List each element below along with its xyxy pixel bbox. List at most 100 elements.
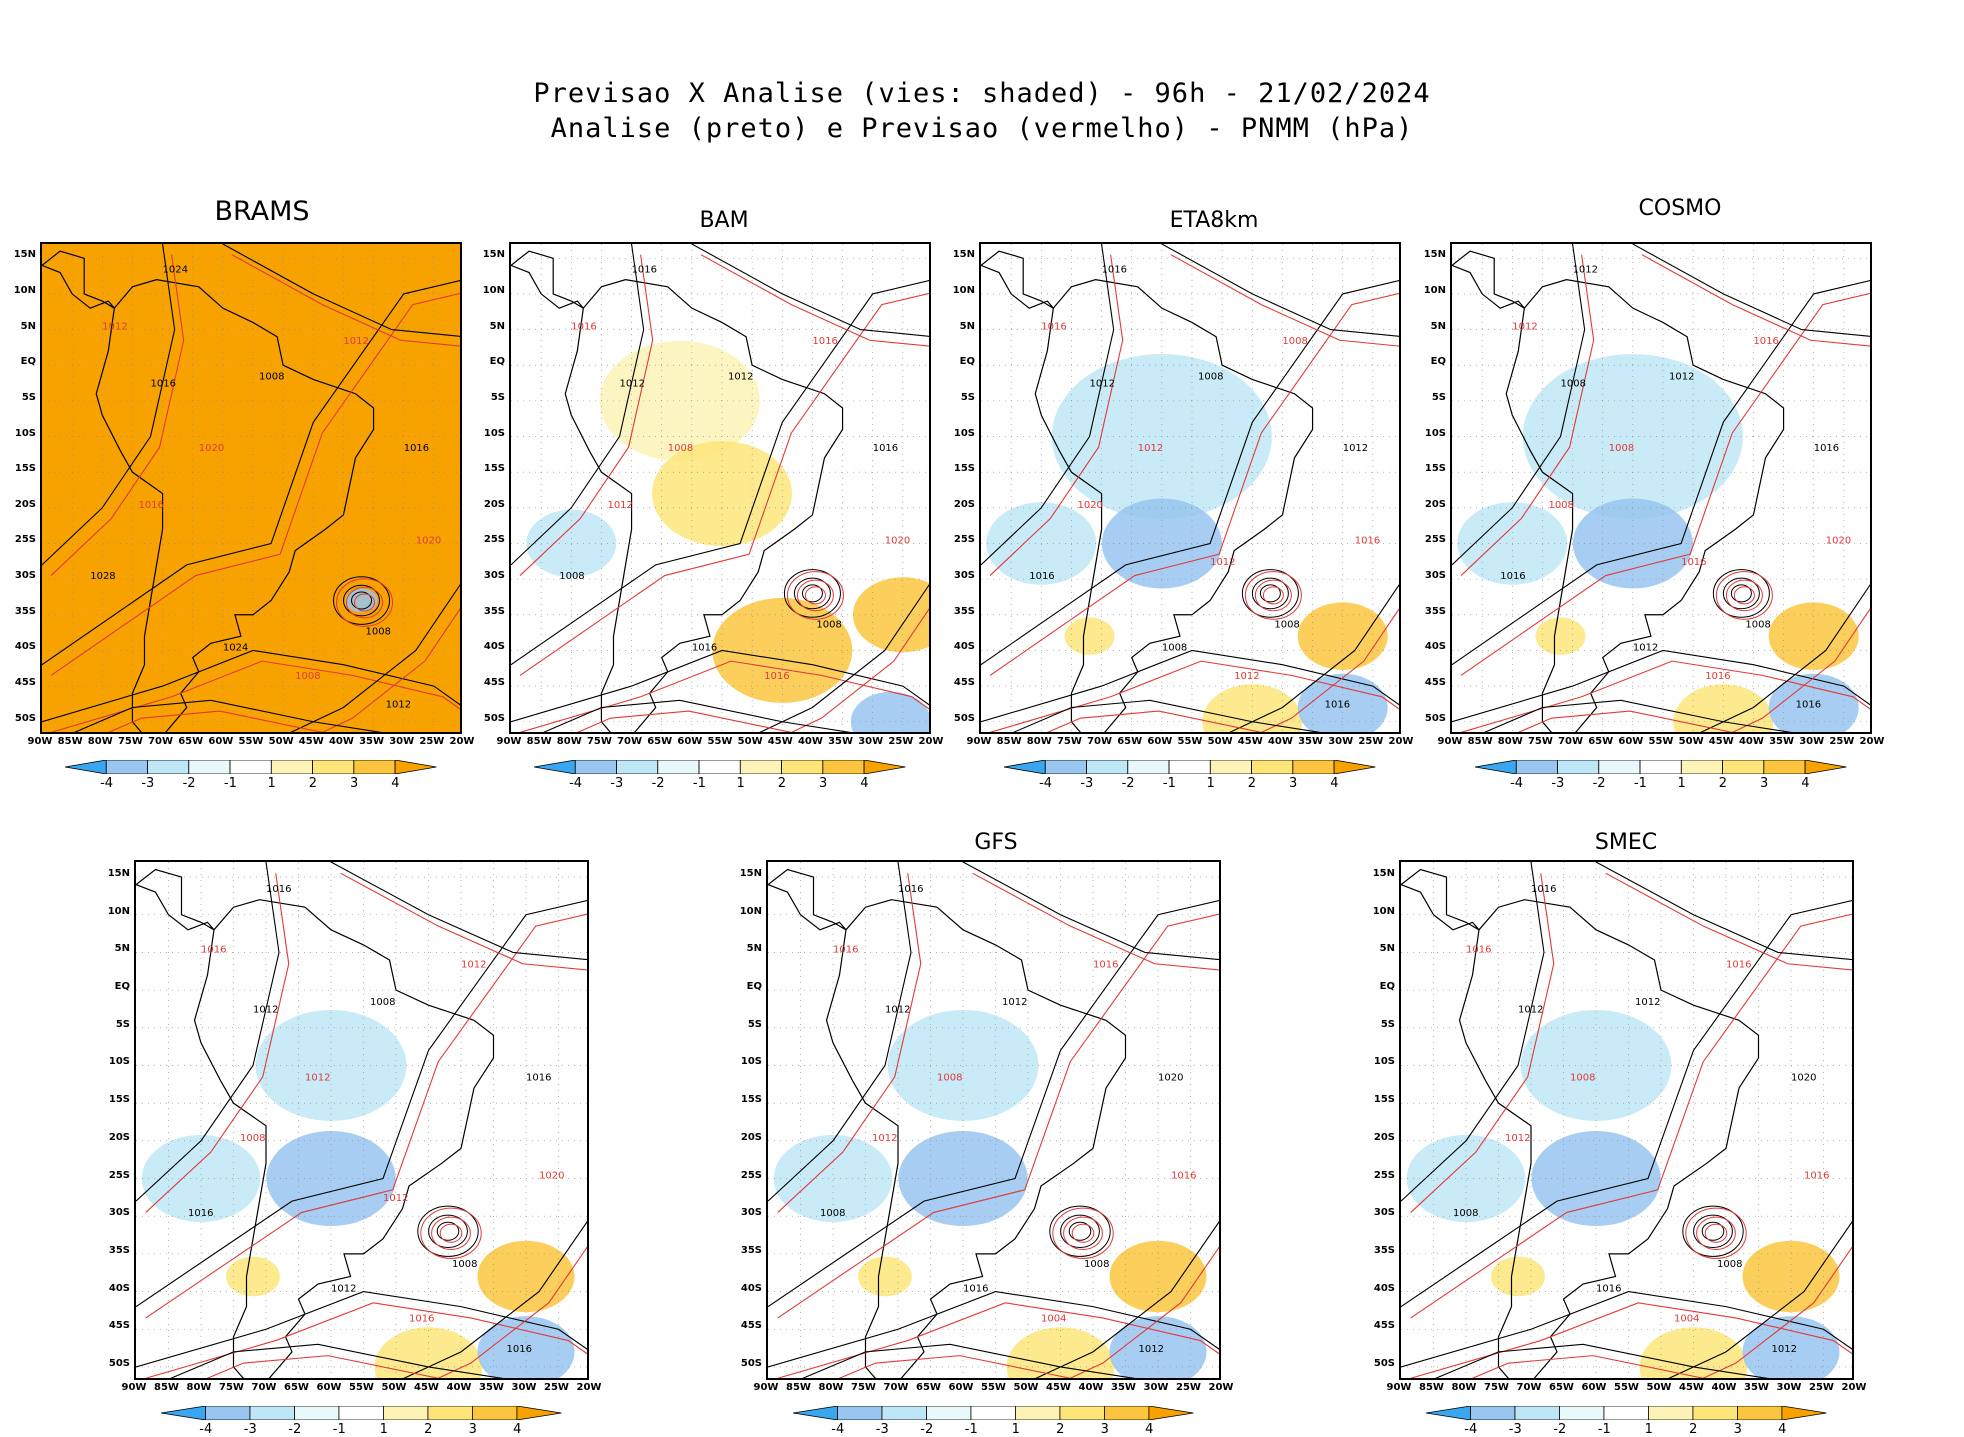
lat-tick-label: 5N	[959, 320, 975, 332]
colorbar-swatch	[616, 760, 659, 774]
colorbar-swatch	[1148, 1406, 1194, 1420]
low-ring	[1262, 586, 1284, 605]
contour-label: 1012	[305, 1073, 330, 1084]
colorbar-swatch	[1210, 760, 1253, 774]
lat-tick-label: 20S	[14, 498, 36, 510]
contour-label: 1016	[266, 884, 291, 895]
lon-tick-label: 30W	[1776, 1382, 1802, 1393]
bias-blob	[898, 1130, 1028, 1227]
bias-blob	[1531, 1130, 1661, 1227]
contour-label: 1004	[1674, 1314, 1699, 1325]
lon-tick-label: 65W	[178, 736, 204, 747]
contour-label: 1016	[764, 671, 789, 682]
lat-tick-label: 25S	[953, 534, 975, 546]
lat-tick-label: 10S	[1424, 427, 1446, 439]
lon-tick-label: 65W	[1117, 736, 1143, 747]
lat-tick-label: 10N	[952, 284, 975, 296]
low-ring	[1725, 579, 1763, 612]
analysis-isobar	[981, 244, 1115, 566]
contour-label: 1016	[1355, 535, 1380, 546]
forecast-isobar	[1170, 254, 1399, 347]
lon-tick-label: 90W	[966, 736, 992, 747]
lon-tick-label: 85W	[154, 1382, 179, 1393]
contour-label: 1016	[1029, 571, 1054, 582]
lat-tick-label: 30S	[740, 1207, 762, 1219]
colorbar-swatch	[1557, 760, 1600, 774]
colorbar-label: -4	[199, 1422, 213, 1437]
bias-blob	[850, 691, 929, 732]
lat-tick-label: 30S	[14, 570, 36, 582]
low-ring	[786, 571, 844, 620]
low-ring	[1730, 584, 1752, 603]
contour-label: 1016	[1681, 557, 1706, 568]
colorbar-swatch	[249, 1406, 296, 1420]
low-ring	[343, 584, 381, 617]
lat-tick-label: EQ	[114, 981, 130, 993]
lat-tick-label: 45S	[14, 677, 36, 689]
bias-blob	[858, 1256, 912, 1297]
colorbar-label: 3	[468, 1422, 477, 1437]
colorbar-label: 1	[267, 776, 276, 791]
lon-tick-label: 80W	[556, 736, 582, 747]
lon-tick-label: 80W	[1451, 1382, 1477, 1393]
bias-blob	[374, 1327, 483, 1378]
lon-tick-label: 55W	[1177, 736, 1203, 747]
low-ring	[1715, 571, 1773, 620]
lat-tick-label: EQ	[20, 356, 36, 368]
low-ring	[1693, 1214, 1733, 1248]
colorbar-label: -1	[223, 776, 237, 791]
contour-label: 1008	[668, 443, 693, 454]
lat-tick-label: 15N	[107, 868, 130, 880]
coastline	[1452, 250, 1525, 309]
colorbar-label: 3	[819, 776, 828, 791]
low-label: 1008	[1717, 1259, 1742, 1270]
lat-tick-label: 45S	[1424, 677, 1446, 689]
colorbar-swatch	[353, 760, 396, 774]
lon-tick-label: 85W	[1467, 736, 1493, 747]
lat-tick-label: 15S	[740, 1094, 762, 1106]
contour-label: 1020	[1826, 535, 1851, 546]
lon-tick-label: 90W	[27, 736, 53, 747]
lat-tick-label: 10N	[482, 284, 505, 296]
bias-blob	[1297, 673, 1388, 732]
lat-tick-label: 15N	[1423, 249, 1446, 261]
colorbar-swatch	[1648, 1406, 1694, 1420]
colorbar-swatch	[427, 1406, 474, 1420]
contour-label: 1008	[1453, 1208, 1478, 1219]
lat-tick-label: 5N	[20, 320, 36, 332]
forecast-isobar	[1460, 254, 1595, 576]
contour-label: 1012	[1210, 557, 1235, 568]
lat-tick-label: 10S	[108, 1056, 130, 1068]
bias-blob	[852, 577, 929, 653]
colorbar-label: -4	[831, 1422, 845, 1437]
analysis-isobar	[543, 699, 851, 732]
forecast-isobar	[989, 254, 1124, 576]
coastline	[193, 899, 495, 1378]
analysis-isobar	[1452, 649, 1870, 723]
lat-tick-label: 15S	[14, 463, 36, 475]
lat-tick-label: 25S	[108, 1169, 130, 1181]
lon-tick-label: 35W	[359, 736, 385, 747]
lat-tick-label: 30S	[483, 570, 505, 582]
analysis-isobar	[1484, 699, 1792, 732]
lat-tick-label: 5N	[489, 320, 505, 332]
coastline	[768, 868, 847, 931]
coastline	[511, 250, 584, 309]
contour-label: 1008	[1548, 500, 1573, 511]
colorbar-swatch	[1045, 760, 1088, 774]
lon-tick-label: 45W	[1237, 736, 1263, 747]
contour-label: 1016	[1531, 884, 1556, 895]
colorbar-swatch	[1015, 1406, 1061, 1420]
lon-tick-label: 75W	[1527, 736, 1553, 747]
contour-label: 1008	[240, 1133, 265, 1144]
colorbar-swatch	[106, 760, 149, 774]
forecast-isobar	[231, 254, 460, 347]
contour-label: 1012	[383, 1193, 408, 1204]
colorbar-swatch	[575, 760, 618, 774]
map-panel: 1008 1012 1012 1008 1008 1012 1016 1016 1020 1016…	[1450, 242, 1872, 734]
low-ring	[796, 579, 834, 612]
lat-tick-label: EQ	[1379, 981, 1395, 993]
lon-tick-label: 75W	[1484, 1382, 1509, 1393]
lon-tick-label: 35W	[1111, 1382, 1136, 1393]
lon-tick-label: 45W	[414, 1382, 439, 1393]
